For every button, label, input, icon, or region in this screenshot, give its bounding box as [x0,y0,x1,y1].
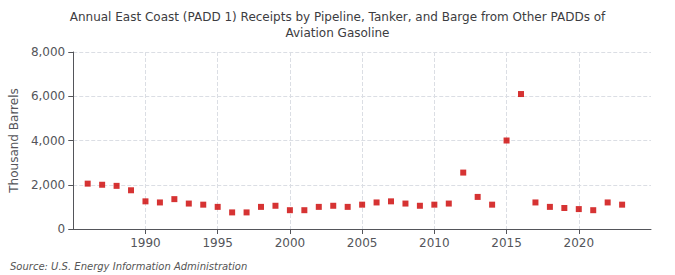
svg-text:2000: 2000 [275,236,306,250]
svg-text:1990: 1990 [130,236,161,250]
svg-text:8,000: 8,000 [31,45,65,59]
svg-text:1995: 1995 [202,236,233,250]
svg-text:2015: 2015 [491,236,522,250]
svg-text:Aviation Gasoline: Aviation Gasoline [286,26,390,40]
svg-text:2010: 2010 [419,236,450,250]
svg-text:Annual East Coast (PADD 1) Rec: Annual East Coast (PADD 1) Receipts by P… [70,10,606,24]
svg-text:4,000: 4,000 [31,134,65,148]
svg-text:Thousand Barrels: Thousand Barrels [7,88,21,193]
svg-text:Source: U.S. Energy Informatio: Source: U.S. Energy Information Administ… [10,261,247,272]
svg-text:0: 0 [58,222,66,236]
svg-text:2020: 2020 [564,236,595,250]
svg-text:2,000: 2,000 [31,178,65,192]
svg-text:6,000: 6,000 [31,89,65,103]
svg-text:2005: 2005 [347,236,378,250]
